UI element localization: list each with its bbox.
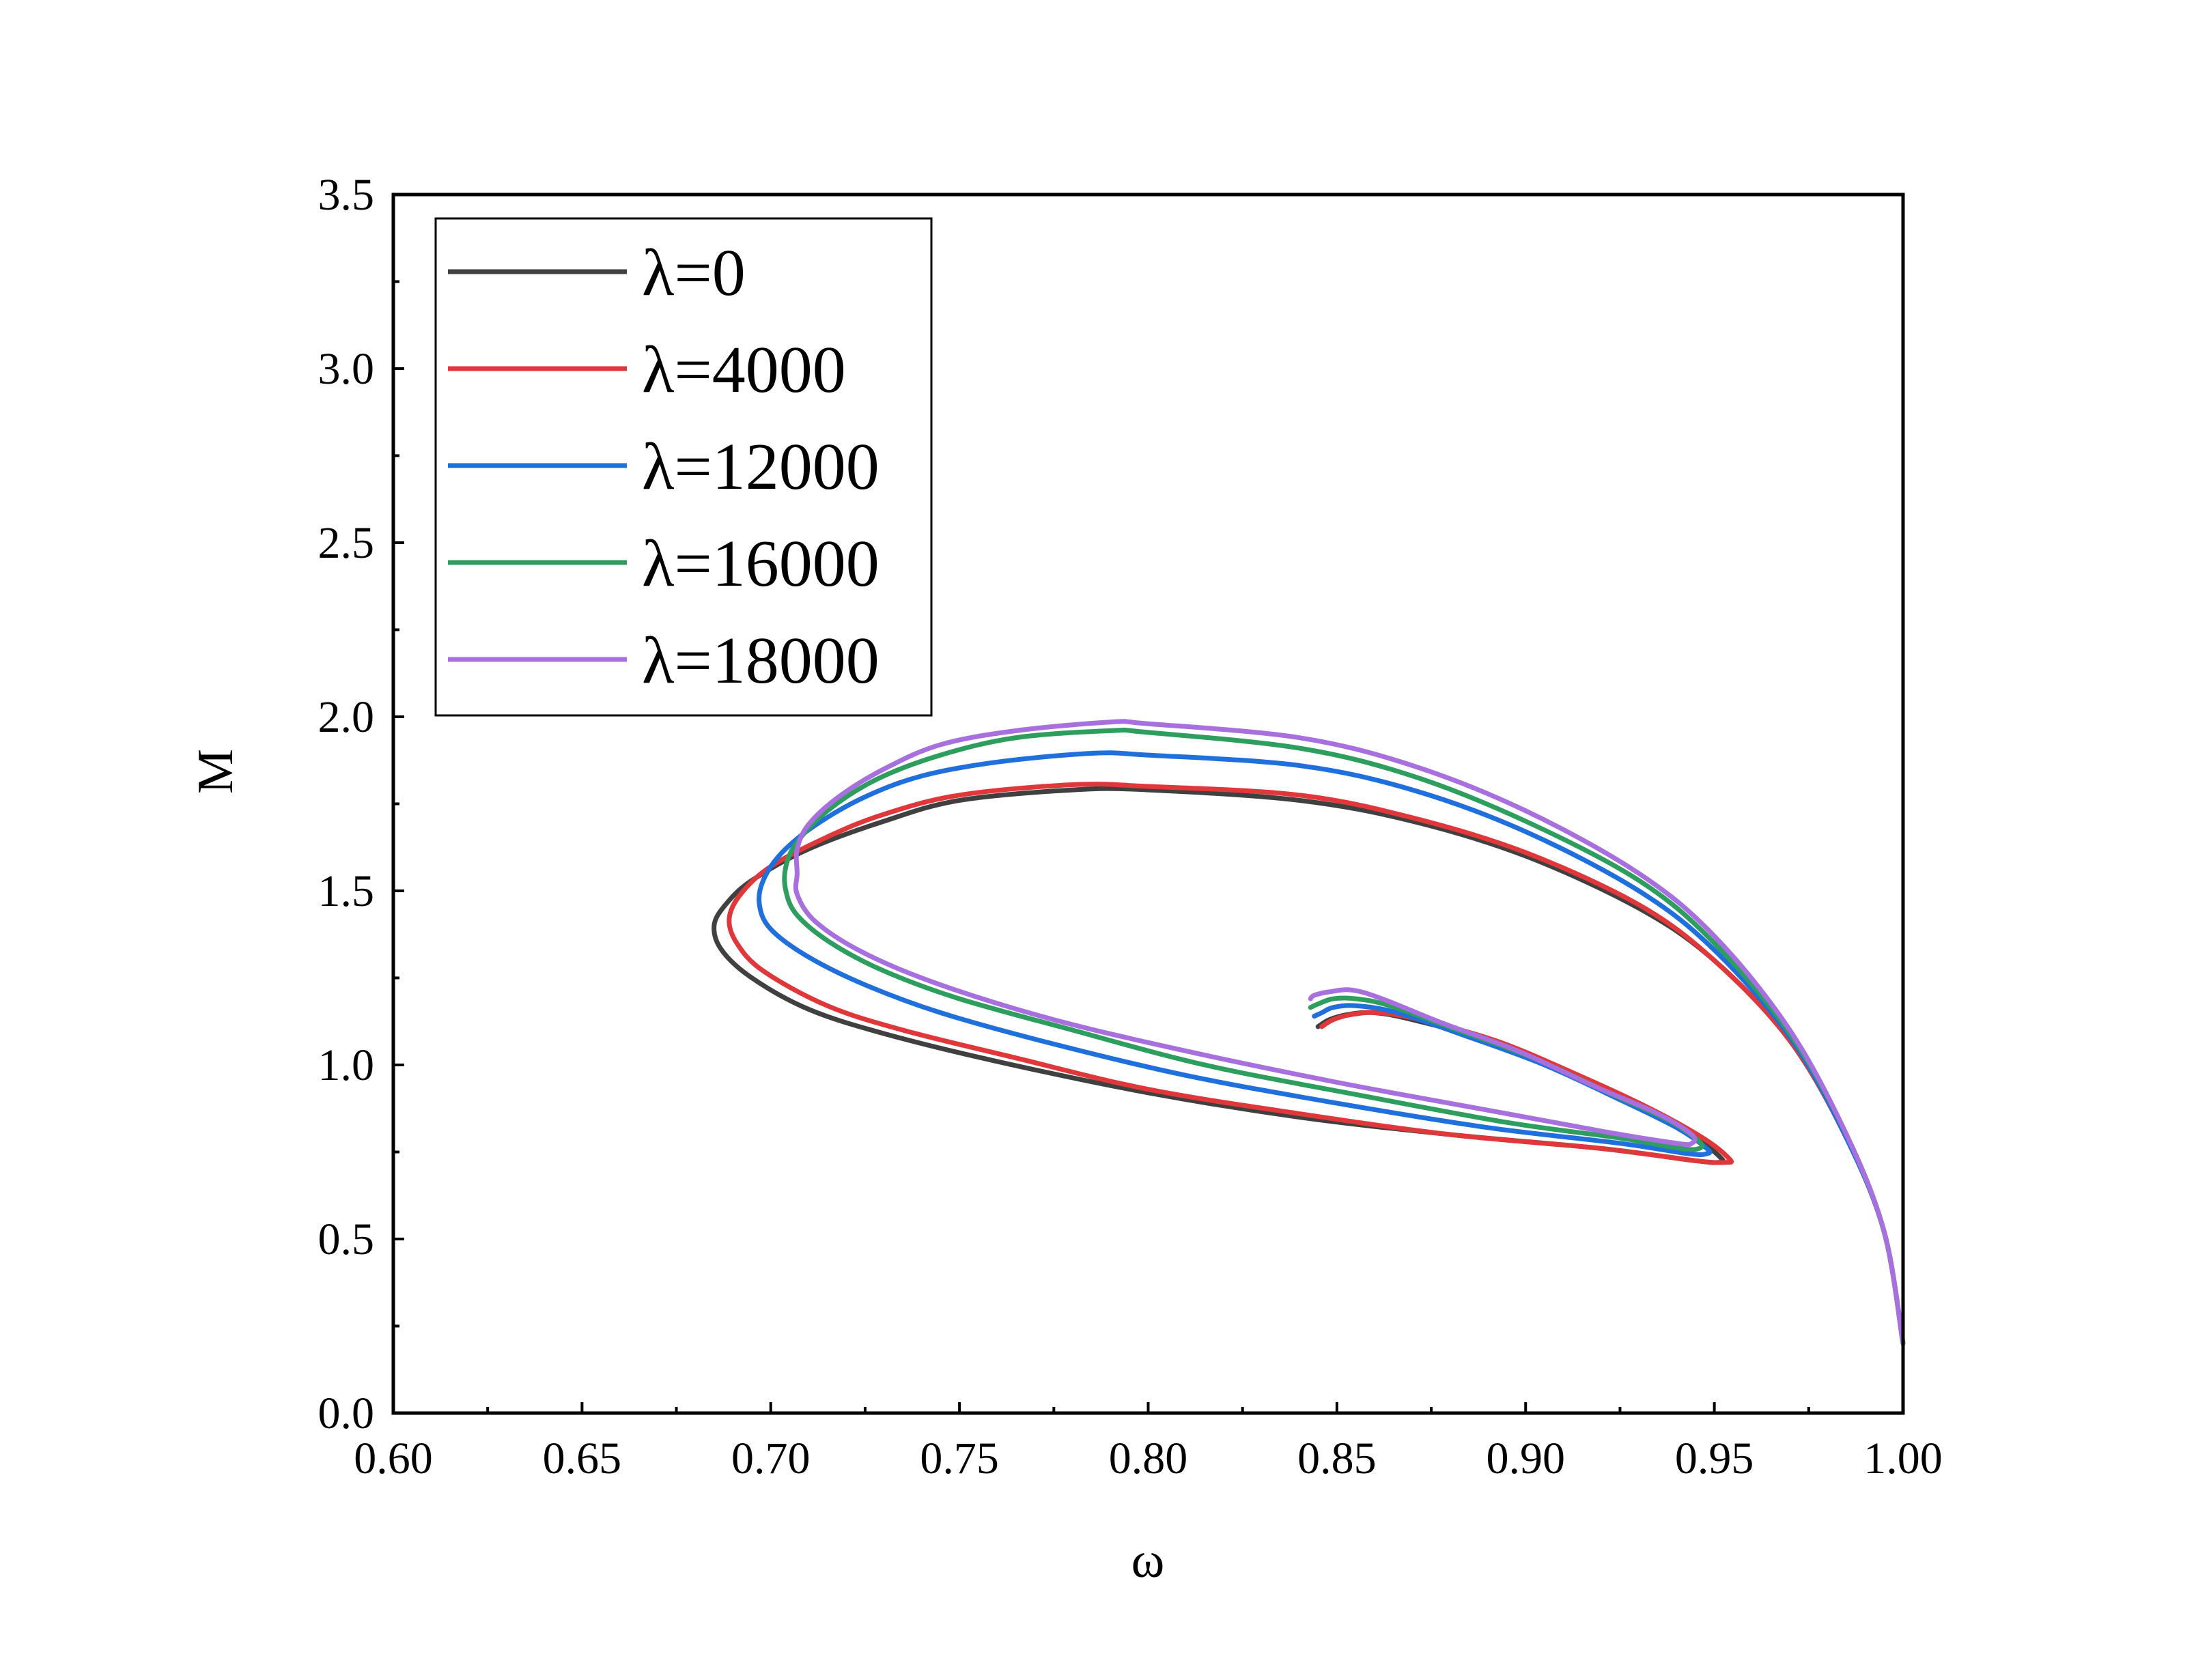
x-tick-label: 0.65 xyxy=(543,1434,622,1483)
x-tick-label: 0.95 xyxy=(1675,1434,1754,1483)
y-tick-label: 0.5 xyxy=(318,1214,375,1264)
legend-label-2: λ=12000 xyxy=(642,430,879,504)
y-tick-label: 1.0 xyxy=(318,1040,375,1090)
legend: λ=0 λ=4000 λ=12000 λ=16000 λ=18000 xyxy=(434,217,933,717)
y-tick-label: 3.5 xyxy=(318,170,375,220)
x-tick-label: 0.60 xyxy=(354,1434,433,1483)
y-axis: 0.0 0.5 1.0 1.5 2.0 2.5 3.0 3.5 xyxy=(318,170,404,1438)
x-tick-label: 0.85 xyxy=(1297,1434,1377,1483)
legend-label-0: λ=0 xyxy=(642,236,746,310)
y-tick-label: 2.0 xyxy=(318,692,375,742)
legend-label-1: λ=4000 xyxy=(642,333,846,407)
x-tick-label: 1.00 xyxy=(1863,1434,1943,1483)
y-axis-title: M xyxy=(188,749,244,794)
x-axis-title: ω xyxy=(1131,1533,1165,1589)
x-tick-label: 0.90 xyxy=(1487,1434,1566,1483)
series-line-4 xyxy=(793,719,1906,1346)
x-tick-label: 0.80 xyxy=(1109,1434,1188,1483)
y-tick-label: 3.0 xyxy=(318,344,375,394)
legend-label-3: λ=16000 xyxy=(642,527,879,601)
x-axis: 0.60 0.65 0.70 0.75 0.80 0.85 0.90 0.95 1.00 xyxy=(354,1402,1943,1483)
series-layer xyxy=(712,719,1906,1346)
y-tick-label: 2.5 xyxy=(318,518,375,568)
y-tick-label: 1.5 xyxy=(318,866,375,916)
x-tick-label: 0.70 xyxy=(731,1434,811,1483)
legend-label-4: λ=18000 xyxy=(642,624,879,698)
x-tick-label: 0.75 xyxy=(920,1434,999,1483)
y-tick-label: 0.0 xyxy=(318,1389,375,1438)
